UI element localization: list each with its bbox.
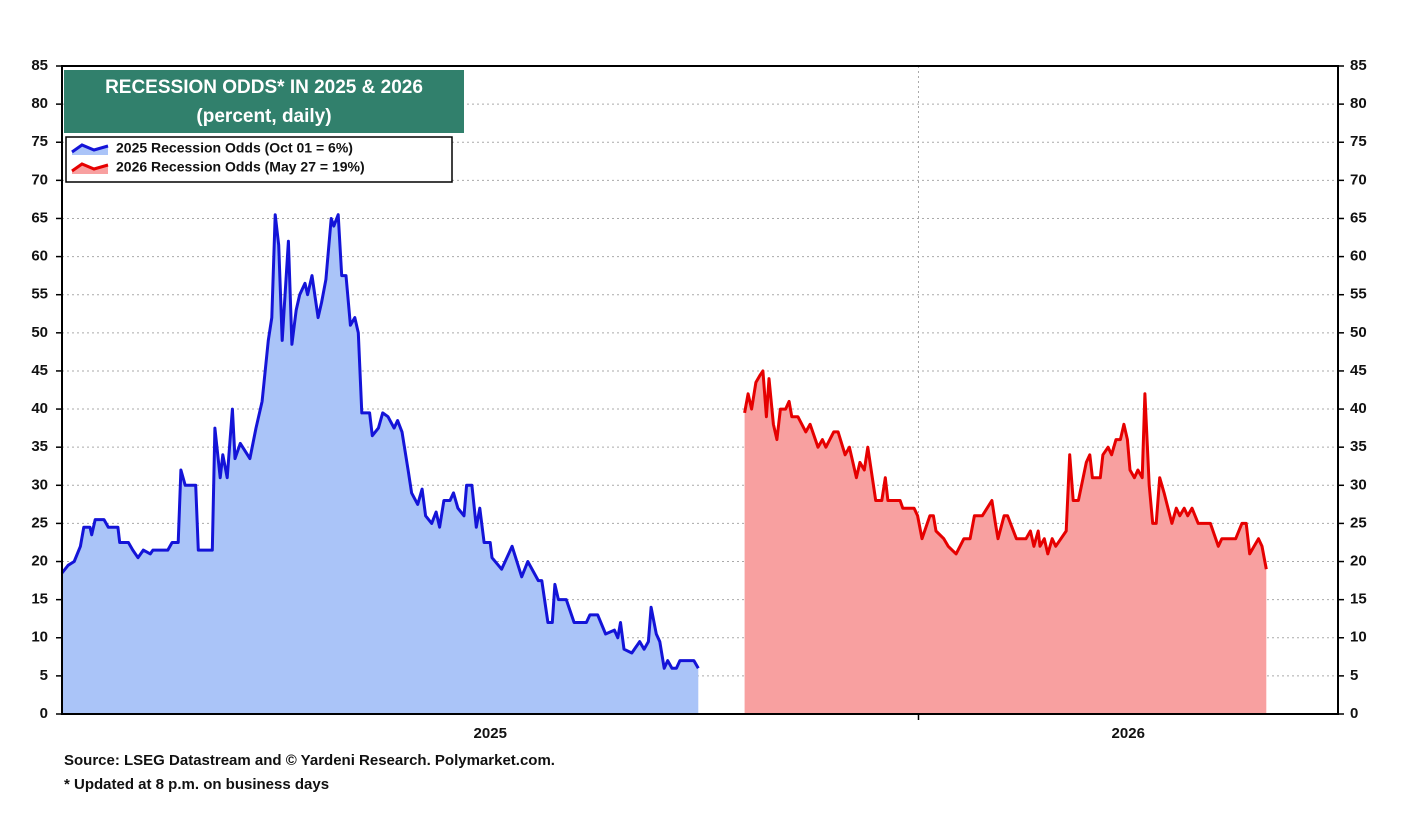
y-tick-label: 65 xyxy=(31,209,48,226)
line xyxy=(60,213,700,670)
y2-tick-label: 75 xyxy=(1350,133,1367,150)
y2-tick-label: 85 xyxy=(1350,57,1367,74)
y2-tick-label: 45 xyxy=(1350,362,1367,379)
y2-tick-label: 40 xyxy=(1350,400,1367,417)
y-tick-label: 50 xyxy=(31,324,48,341)
y2-tick-label: 15 xyxy=(1350,591,1367,608)
y-tick-label: 10 xyxy=(31,629,48,646)
update-note: * Updated at 8 p.m. on business days xyxy=(64,776,329,793)
y2-tick-label: 20 xyxy=(1350,552,1367,569)
legend-label: 2025 Recession Odds (Oct 01 = 6%) xyxy=(116,140,353,156)
y-tick-label: 5 xyxy=(40,667,48,684)
y-tick-label: 40 xyxy=(31,400,48,417)
y-tick-label: 25 xyxy=(31,514,48,531)
x-tick-label: 2026 xyxy=(1112,725,1145,742)
y2-tick-label: 60 xyxy=(1350,248,1367,265)
source-note: Source: LSEG Datastream and © Yardeni Re… xyxy=(64,752,555,769)
legend-line xyxy=(71,162,109,173)
y-tick-label: 35 xyxy=(31,438,48,455)
plot-frame xyxy=(61,65,1339,715)
chart-subtitle: (percent, daily) xyxy=(196,106,331,127)
y-tick-label: 55 xyxy=(31,286,48,303)
y2-tick-label: 0 xyxy=(1350,705,1358,722)
area xyxy=(62,214,699,714)
legend-line xyxy=(71,143,109,154)
y2-tick-label: 80 xyxy=(1350,95,1367,112)
area xyxy=(744,370,1267,714)
y2-tick-label: 55 xyxy=(1350,286,1367,303)
y-tick-label: 15 xyxy=(31,591,48,608)
y-tick-label: 70 xyxy=(31,171,48,188)
y2-tick-label: 70 xyxy=(1350,171,1367,188)
y-tick-label: 45 xyxy=(31,362,48,379)
y2-tick-label: 30 xyxy=(1350,476,1367,493)
y2-tick-label: 5 xyxy=(1350,667,1358,684)
y-tick-label: 20 xyxy=(31,552,48,569)
chart-title: RECESSION ODDS* IN 2025 & 2026 xyxy=(105,77,423,98)
x-tick-label: 2025 xyxy=(474,725,507,742)
y2-tick-label: 10 xyxy=(1350,629,1367,646)
y2-tick-label: 65 xyxy=(1350,209,1367,226)
y-tick-label: 85 xyxy=(31,57,48,74)
title-box xyxy=(64,70,464,133)
y-tick-label: 80 xyxy=(31,95,48,112)
y-tick-label: 0 xyxy=(40,705,48,722)
line xyxy=(743,369,1268,570)
y2-tick-label: 35 xyxy=(1350,438,1367,455)
y-tick-label: 30 xyxy=(31,476,48,493)
y2-tick-label: 50 xyxy=(1350,324,1367,341)
y2-tick-label: 25 xyxy=(1350,514,1367,531)
y-tick-label: 75 xyxy=(31,133,48,150)
plot-area xyxy=(60,66,1338,714)
y-tick-label: 60 xyxy=(31,248,48,265)
legend-box xyxy=(65,136,453,183)
legend-label: 2026 Recession Odds (May 27 = 19%) xyxy=(116,159,365,175)
